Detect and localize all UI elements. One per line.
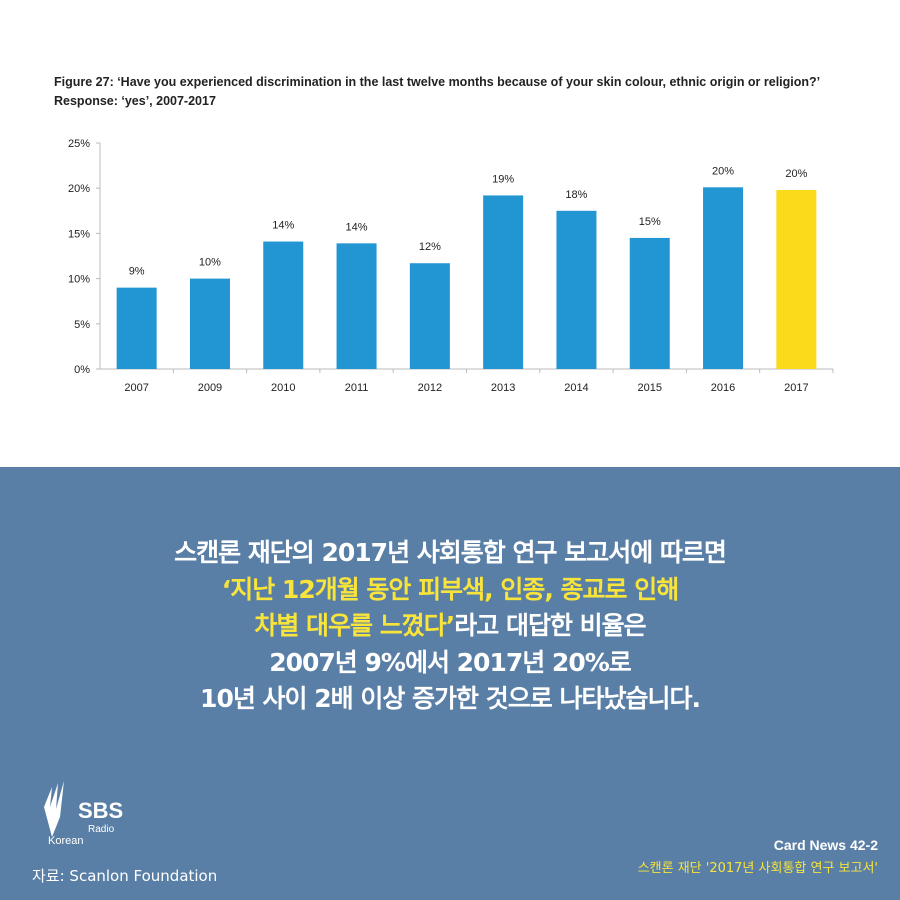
data-label: 20%	[712, 165, 734, 177]
data-label: 9%	[129, 266, 145, 278]
x-tick-label: 2011	[345, 382, 369, 394]
data-label: 15%	[639, 216, 661, 228]
bar-2015	[629, 237, 670, 369]
x-tick-label: 2013	[491, 382, 515, 394]
message-text: 라고 대답한 비율은	[454, 611, 646, 640]
bar-2013	[483, 195, 524, 369]
bar-chart: 0% 5% 10% 15% 20% 25% 9% 2007 10% 2009 14% 2010 14% 2…	[68, 138, 834, 394]
data-label: 10%	[199, 257, 221, 269]
chart-panel: Figure 27: ‘Have you experienced discrim…	[54, 75, 834, 394]
card-subtitle: 스캔론 재단 '2017년 사회통합 연구 보고서'	[637, 861, 878, 876]
message-line: 스캔론 재단의 2017년 사회통합 연구 보고서에 따르면	[174, 538, 727, 567]
x-tick-label: 2014	[564, 382, 588, 394]
bar-2016	[703, 187, 744, 369]
bar-2011	[336, 243, 377, 369]
x-tick-label: 2015	[638, 382, 662, 394]
sbs-logo: SBS Radio	[44, 781, 123, 837]
bar-2010	[263, 241, 304, 369]
message-line-highlight: ‘지난 12개월 동안 피부색, 인종, 종교로 인해	[221, 574, 680, 604]
y-tick-label: 15%	[68, 228, 90, 240]
data-label: 14%	[346, 221, 368, 233]
x-tick-label: 2009	[198, 382, 222, 394]
x-tick-label: 2012	[418, 382, 442, 394]
card-number: Card News 42-2	[773, 837, 878, 853]
sbs-wave-icon	[44, 781, 64, 837]
message-highlight: 차별 대우를 느꼈다’	[254, 611, 455, 640]
message-line: 차별 대우를 느꼈다’라고 대답한 비율은	[0, 608, 900, 645]
bar-2017	[776, 190, 817, 369]
logo-language: Korean	[48, 835, 84, 847]
data-label: 14%	[272, 220, 294, 232]
bar-2009	[189, 278, 230, 369]
bar-2012	[409, 263, 450, 369]
source-credit: 자료: Scanlon Foundation	[32, 867, 218, 885]
data-label: 12%	[419, 241, 441, 253]
data-label: 18%	[565, 189, 587, 201]
logo-text: SBS	[78, 798, 123, 823]
bar-2014	[556, 210, 597, 369]
x-tick-label: 2017	[784, 382, 808, 394]
x-tick-label: 2007	[124, 382, 148, 394]
y-tick-label: 20%	[68, 183, 90, 195]
bar-2007	[116, 287, 157, 369]
info-panel: 스캔론 재단의 2017년 사회통합 연구 보고서에 따르면 ‘지난 12개월 …	[0, 467, 900, 900]
x-tick-label: 2010	[271, 382, 295, 394]
y-tick-label: 5%	[74, 319, 90, 331]
message: 스캔론 재단의 2017년 사회통합 연구 보고서에 따르면 ‘지난 12개월 …	[0, 535, 900, 718]
logo-sub: Radio	[88, 824, 115, 835]
y-tick-label: 25%	[68, 138, 90, 150]
x-tick-label: 2016	[711, 382, 735, 394]
chart-title: Figure 27: ‘Have you experienced discrim…	[54, 75, 820, 108]
y-tick-label: 0%	[74, 364, 90, 376]
message-line: 2007년 9%에서 2017년 20%로	[269, 647, 632, 677]
y-tick-label: 10%	[68, 274, 90, 286]
message-line: 10년 사이 2배 이상 증가한 것으로 나타났습니다.	[200, 684, 701, 713]
data-label: 19%	[492, 173, 514, 185]
data-label: 20%	[785, 168, 807, 180]
